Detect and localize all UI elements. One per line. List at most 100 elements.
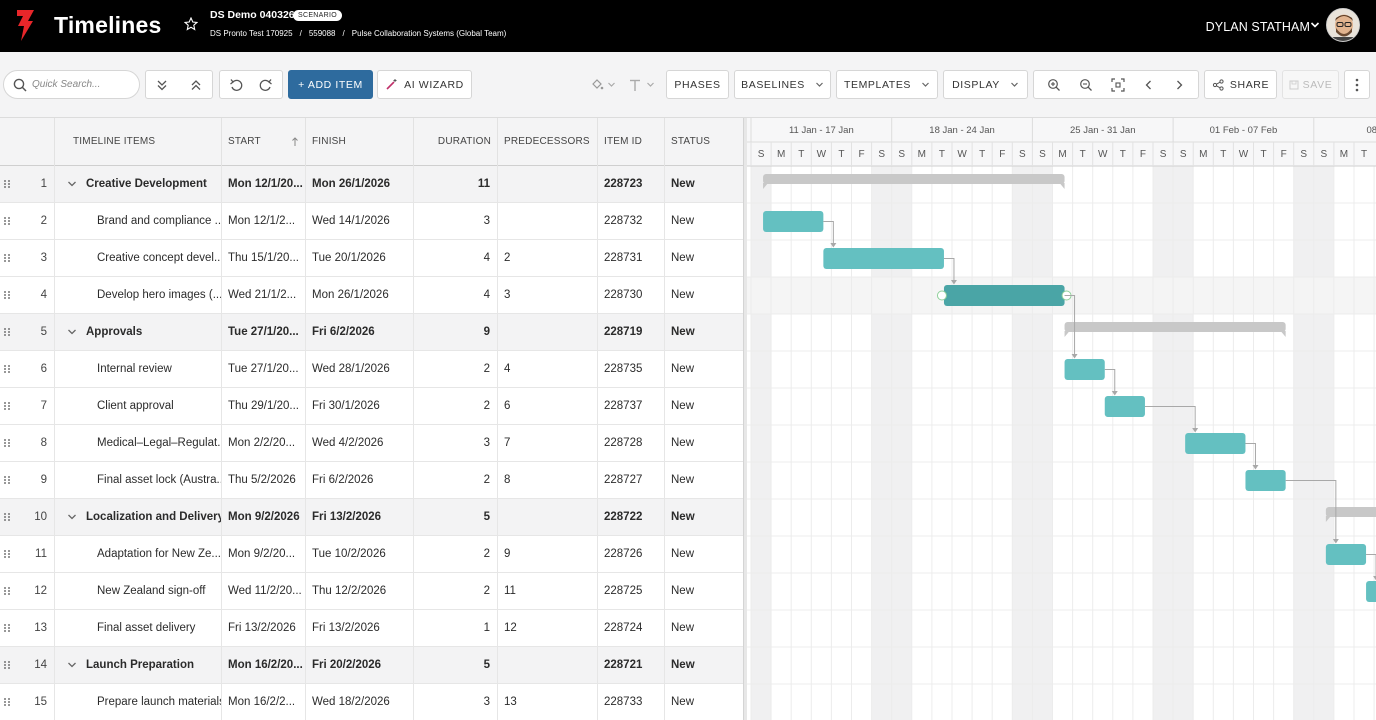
task-bar[interactable] bbox=[1325, 544, 1367, 565]
breadcrumb-item[interactable]: DS Pronto Test 170925 bbox=[210, 29, 293, 38]
chevron-down-icon[interactable] bbox=[1310, 20, 1320, 30]
duration[interactable]: 3 bbox=[414, 425, 498, 461]
predecessors[interactable]: 11 bbox=[498, 573, 598, 609]
finish-date[interactable]: Thu 12/2/2026 bbox=[306, 573, 414, 609]
start-date[interactable]: Tue 27/1/20... bbox=[222, 351, 306, 387]
task-row[interactable]: 11 Adaptation for New Ze... Mon 9/2/20... T… bbox=[0, 536, 743, 573]
chevron-down-icon[interactable] bbox=[67, 327, 77, 337]
finish-date[interactable]: Wed 14/1/2026 bbox=[306, 203, 414, 239]
drag-handle-icon[interactable] bbox=[3, 327, 11, 337]
status[interactable]: New bbox=[671, 585, 695, 597]
item-name[interactable]: New Zealand sign-off bbox=[55, 573, 222, 609]
item-name[interactable]: Prepare launch materials bbox=[55, 684, 222, 720]
task-bar[interactable] bbox=[1245, 470, 1286, 491]
status[interactable]: New bbox=[671, 437, 695, 449]
drag-handle-icon[interactable] bbox=[3, 253, 11, 263]
status[interactable]: New bbox=[671, 363, 695, 375]
duration[interactable]: 3 bbox=[414, 684, 498, 720]
predecessors[interactable] bbox=[498, 314, 598, 350]
drag-handle-icon[interactable] bbox=[3, 216, 11, 226]
duration[interactable]: 2 bbox=[414, 351, 498, 387]
start-date[interactable]: Fri 13/2/2026 bbox=[222, 610, 306, 646]
duration[interactable]: 2 bbox=[414, 536, 498, 572]
task-bar[interactable] bbox=[1064, 359, 1105, 380]
phase-row[interactable]: 10 Localization and Delivery Mon 9/2/2026 F… bbox=[0, 499, 743, 536]
item-name[interactable]: Final asset delivery bbox=[55, 610, 222, 646]
start-date[interactable]: Thu 5/2/2026 bbox=[222, 462, 306, 498]
drag-handle-icon[interactable] bbox=[3, 401, 11, 411]
save-button[interactable]: SAVE bbox=[1282, 70, 1339, 99]
task-row[interactable]: 4 Develop hero images (... Wed 21/1/2... Mo… bbox=[0, 277, 743, 314]
duration[interactable]: 5 bbox=[414, 647, 498, 683]
finish-date[interactable]: Wed 18/2/2026 bbox=[306, 684, 414, 720]
duration[interactable]: 4 bbox=[414, 240, 498, 276]
predecessors[interactable]: 13 bbox=[498, 684, 598, 720]
item-name[interactable]: Develop hero images (... bbox=[55, 277, 222, 313]
expand-all-icon[interactable] bbox=[155, 78, 169, 92]
task-bar[interactable] bbox=[1185, 433, 1246, 454]
drag-handle-icon[interactable] bbox=[3, 179, 11, 189]
status[interactable]: New bbox=[671, 252, 695, 264]
drag-handle-icon[interactable] bbox=[3, 697, 11, 707]
status[interactable]: New bbox=[671, 400, 695, 412]
predecessors[interactable]: 9 bbox=[498, 536, 598, 572]
drag-handle-icon[interactable] bbox=[3, 623, 11, 633]
task-row[interactable]: 2 Brand and compliance ... Mon 12/1/2... We… bbox=[0, 203, 743, 240]
task-row[interactable]: 6 Internal review Tue 27/1/20... Wed 28/1/2… bbox=[0, 351, 743, 388]
task-bar[interactable] bbox=[943, 285, 1065, 306]
start-date[interactable]: Mon 16/2/20... bbox=[222, 647, 306, 683]
finish-date[interactable]: Fri 6/2/2026 bbox=[306, 462, 414, 498]
phase-row[interactable]: 14 Launch Preparation Mon 16/2/20... Fri 20… bbox=[0, 647, 743, 684]
drag-handle-icon[interactable] bbox=[3, 364, 11, 374]
duration[interactable]: 11 bbox=[414, 166, 498, 202]
column-header-items[interactable]: TIMELINE ITEMS bbox=[55, 118, 222, 166]
duration[interactable]: 3 bbox=[414, 203, 498, 239]
duration[interactable]: 5 bbox=[414, 499, 498, 535]
predecessors[interactable]: 4 bbox=[498, 351, 598, 387]
status[interactable]: New bbox=[671, 178, 695, 190]
quick-search[interactable] bbox=[3, 70, 140, 99]
drag-handle-icon[interactable] bbox=[3, 586, 11, 596]
finish-date[interactable]: Wed 28/1/2026 bbox=[306, 351, 414, 387]
duration[interactable]: 2 bbox=[414, 388, 498, 424]
predecessors[interactable] bbox=[498, 499, 598, 535]
start-date[interactable]: Thu 29/1/20... bbox=[222, 388, 306, 424]
item-name[interactable]: Creative concept devel... bbox=[55, 240, 222, 276]
share-button[interactable]: SHARE bbox=[1204, 70, 1277, 99]
link-handle-start[interactable] bbox=[936, 290, 947, 301]
breadcrumb-item[interactable]: 559088 bbox=[308, 29, 336, 38]
status[interactable]: New bbox=[671, 511, 695, 523]
collapse-all-icon[interactable] bbox=[189, 78, 203, 92]
drag-handle-icon[interactable] bbox=[3, 475, 11, 485]
column-header-start[interactable]: START bbox=[222, 118, 306, 166]
status[interactable]: New bbox=[671, 548, 695, 560]
phase-bar[interactable] bbox=[1325, 507, 1376, 517]
drag-handle-icon[interactable] bbox=[3, 438, 11, 448]
start-date[interactable]: Wed 21/1/2... bbox=[222, 277, 306, 313]
status[interactable]: New bbox=[671, 474, 695, 486]
redo-icon[interactable] bbox=[259, 78, 273, 92]
task-bar[interactable] bbox=[763, 211, 824, 232]
column-header-item-id[interactable]: ITEM ID bbox=[598, 118, 665, 166]
task-bar[interactable] bbox=[1104, 396, 1145, 417]
phase-row[interactable]: 1 Creative Development Mon 12/1/20... Mon 2… bbox=[0, 166, 743, 203]
finish-date[interactable]: Mon 26/1/2026 bbox=[306, 166, 414, 202]
task-bar[interactable] bbox=[823, 248, 944, 269]
finish-date[interactable]: Fri 13/2/2026 bbox=[306, 499, 414, 535]
start-date[interactable]: Mon 9/2/2026 bbox=[222, 499, 306, 535]
duration[interactable]: 2 bbox=[414, 462, 498, 498]
task-row[interactable]: 13 Final asset delivery Fri 13/2/2026 Fri 1… bbox=[0, 610, 743, 647]
drag-handle-icon[interactable] bbox=[3, 290, 11, 300]
start-date[interactable]: Mon 9/2/20... bbox=[222, 536, 306, 572]
search-input[interactable] bbox=[32, 79, 132, 90]
fit-to-screen-icon[interactable] bbox=[1111, 77, 1125, 92]
templates-dropdown[interactable]: TEMPLATES bbox=[836, 70, 938, 99]
chevron-down-icon[interactable] bbox=[67, 660, 77, 670]
status[interactable]: New bbox=[671, 622, 695, 634]
item-name[interactable]: Medical–Legal–Regulat... bbox=[55, 425, 222, 461]
chevron-down-icon[interactable] bbox=[67, 179, 77, 189]
chevron-down-icon[interactable] bbox=[67, 512, 77, 522]
fill-color-dropdown[interactable] bbox=[590, 70, 622, 99]
task-bar[interactable] bbox=[1366, 581, 1376, 602]
duration[interactable]: 4 bbox=[414, 277, 498, 313]
